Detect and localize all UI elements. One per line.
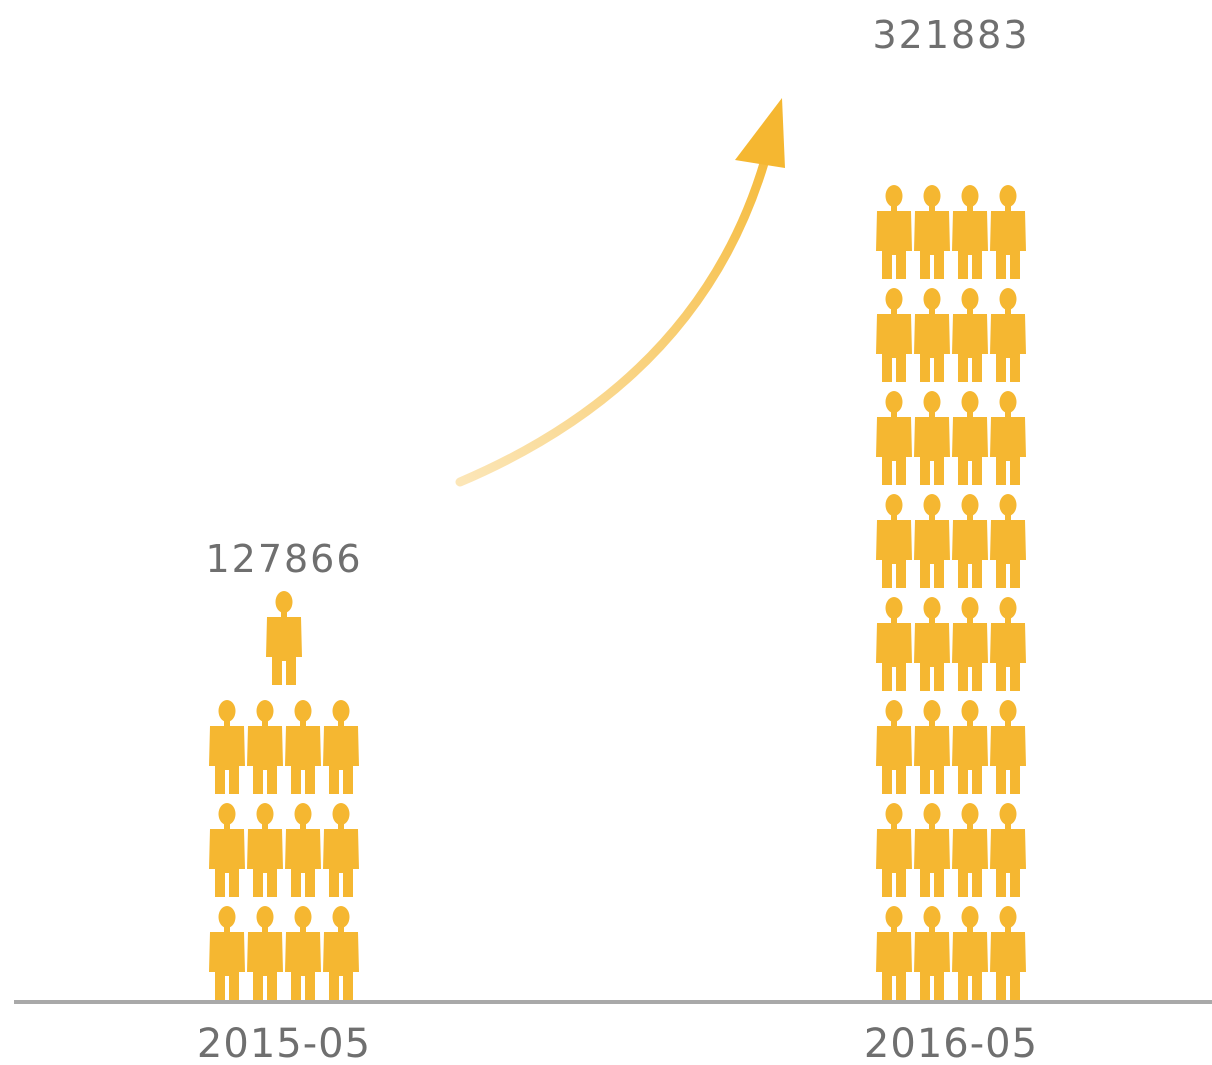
person-icon	[876, 700, 912, 794]
bar-2016-05	[876, 185, 1026, 1000]
person-icon	[914, 803, 950, 897]
tick-label-2016-05: 2016-05	[864, 1021, 1038, 1065]
person-icon	[247, 700, 283, 794]
trend-arrow-shaft	[455, 155, 770, 487]
person-icon	[952, 803, 988, 897]
value-label-2015-05: 127866	[205, 537, 362, 581]
person-icon	[952, 185, 988, 279]
person-icon	[247, 803, 283, 897]
person-icon	[285, 700, 321, 794]
person-icon	[990, 391, 1026, 485]
person-icon	[914, 391, 950, 485]
person-icon	[952, 288, 988, 382]
person-icon	[914, 288, 950, 382]
bar-2015-05	[209, 591, 359, 1000]
person-icon	[914, 700, 950, 794]
person-icon	[876, 494, 912, 588]
trend-arrow	[455, 98, 785, 487]
person-icon	[209, 700, 245, 794]
person-icon	[247, 906, 283, 1000]
value-label-2016-05: 321883	[872, 13, 1029, 57]
person-icon	[990, 906, 1026, 1000]
person-icon	[209, 906, 245, 1000]
person-icon	[914, 906, 950, 1000]
person-icon	[876, 597, 912, 691]
person-icon	[952, 494, 988, 588]
person-icon	[285, 803, 321, 897]
person-icon	[952, 391, 988, 485]
person-icon	[323, 803, 359, 897]
person-icon	[876, 391, 912, 485]
person-icon	[990, 288, 1026, 382]
person-icon	[876, 906, 912, 1000]
person-icon	[952, 597, 988, 691]
person-icon	[323, 700, 359, 794]
person-icon	[876, 803, 912, 897]
person-icon	[952, 906, 988, 1000]
person-icon	[990, 597, 1026, 691]
tick-label-2015-05: 2015-05	[197, 1021, 371, 1065]
person-icon	[990, 700, 1026, 794]
person-icon	[990, 803, 1026, 897]
person-icon	[266, 591, 302, 685]
trend-arrow-head	[735, 98, 785, 168]
person-icon	[285, 906, 321, 1000]
person-icon	[209, 803, 245, 897]
person-icon	[952, 700, 988, 794]
person-icon	[876, 185, 912, 279]
person-icon	[990, 494, 1026, 588]
person-icon	[990, 185, 1026, 279]
person-icon	[914, 597, 950, 691]
person-icon	[323, 906, 359, 1000]
person-icon	[914, 494, 950, 588]
person-icon	[876, 288, 912, 382]
person-icon	[914, 185, 950, 279]
pictogram-stacks	[209, 185, 1026, 1000]
